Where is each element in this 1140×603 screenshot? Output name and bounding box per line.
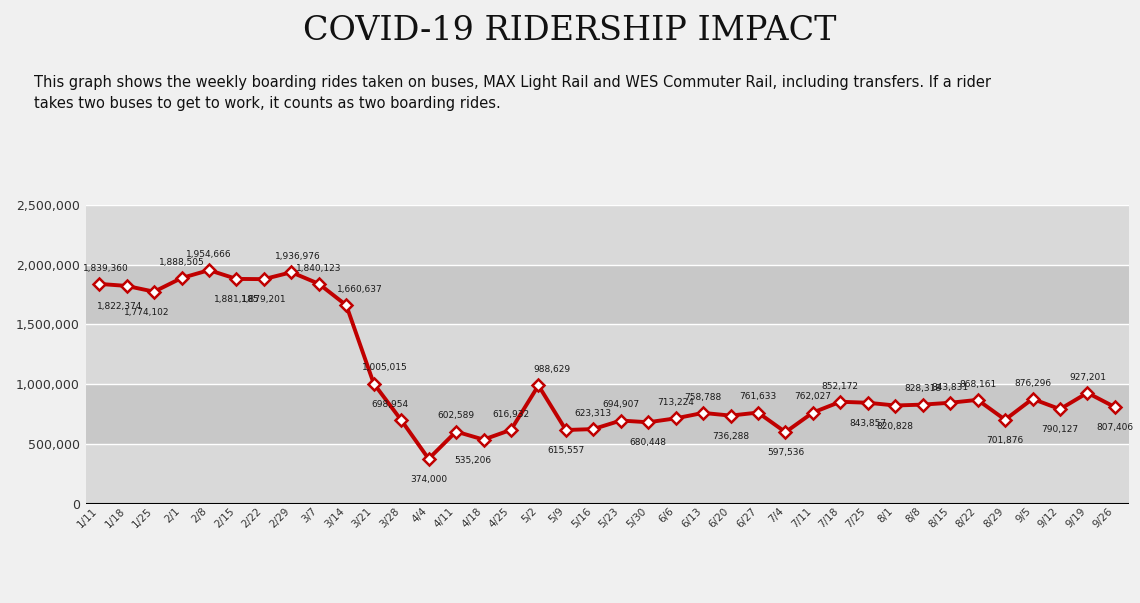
Text: 1,839,360: 1,839,360 — [83, 264, 129, 273]
Text: 623,313: 623,313 — [575, 409, 612, 418]
Text: 843,831: 843,831 — [931, 383, 969, 391]
Text: 758,788: 758,788 — [684, 393, 722, 402]
Text: 374,000: 374,000 — [410, 475, 447, 484]
Text: 1,774,102: 1,774,102 — [124, 308, 170, 317]
Text: 713,224: 713,224 — [658, 398, 694, 407]
Text: COVID-19 RIDERSHIP IMPACT: COVID-19 RIDERSHIP IMPACT — [303, 15, 837, 47]
Text: This graph shows the weekly boarding rides taken on buses, MAX Light Rail and WE: This graph shows the weekly boarding rid… — [34, 75, 991, 90]
Text: 876,296: 876,296 — [1013, 379, 1051, 388]
Text: 535,206: 535,206 — [454, 456, 491, 464]
Text: 1,881,185: 1,881,185 — [213, 295, 259, 304]
Text: 988,629: 988,629 — [534, 365, 571, 374]
Text: 868,161: 868,161 — [959, 380, 996, 389]
Text: 1,822,374: 1,822,374 — [97, 302, 142, 311]
Text: 1,879,201: 1,879,201 — [242, 295, 287, 304]
Text: 1,660,637: 1,660,637 — [337, 285, 383, 294]
Text: 680,448: 680,448 — [629, 438, 667, 447]
Text: 615,557: 615,557 — [547, 446, 585, 455]
Text: 597,536: 597,536 — [767, 448, 804, 457]
Bar — [86, 265, 1129, 324]
Text: 736,288: 736,288 — [712, 432, 749, 441]
Text: 1,936,976: 1,936,976 — [276, 252, 321, 261]
Text: 1,954,666: 1,954,666 — [186, 250, 231, 259]
Text: 1,888,505: 1,888,505 — [158, 258, 204, 267]
Text: 852,172: 852,172 — [822, 382, 858, 391]
Text: 698,954: 698,954 — [372, 400, 408, 409]
Text: 927,201: 927,201 — [1069, 373, 1106, 382]
Bar — [86, 444, 1129, 504]
Text: 762,027: 762,027 — [795, 393, 831, 402]
Text: takes two buses to get to work, it counts as two boarding rides.: takes two buses to get to work, it count… — [34, 96, 500, 112]
Text: 828,318: 828,318 — [904, 385, 942, 394]
Text: 602,589: 602,589 — [438, 411, 474, 420]
Bar — [86, 324, 1129, 384]
Text: 820,828: 820,828 — [877, 421, 914, 431]
Text: 1,840,123: 1,840,123 — [296, 264, 342, 273]
Text: 616,932: 616,932 — [492, 409, 530, 418]
Text: 843,857: 843,857 — [849, 418, 887, 428]
Text: 701,876: 701,876 — [986, 436, 1024, 444]
Text: 807,406: 807,406 — [1097, 423, 1133, 432]
Text: 761,633: 761,633 — [740, 393, 776, 402]
Text: 694,907: 694,907 — [602, 400, 640, 409]
Text: 1,005,015: 1,005,015 — [363, 364, 408, 373]
Text: 790,127: 790,127 — [1042, 425, 1078, 434]
Bar — [86, 384, 1129, 444]
Bar — [86, 205, 1129, 265]
